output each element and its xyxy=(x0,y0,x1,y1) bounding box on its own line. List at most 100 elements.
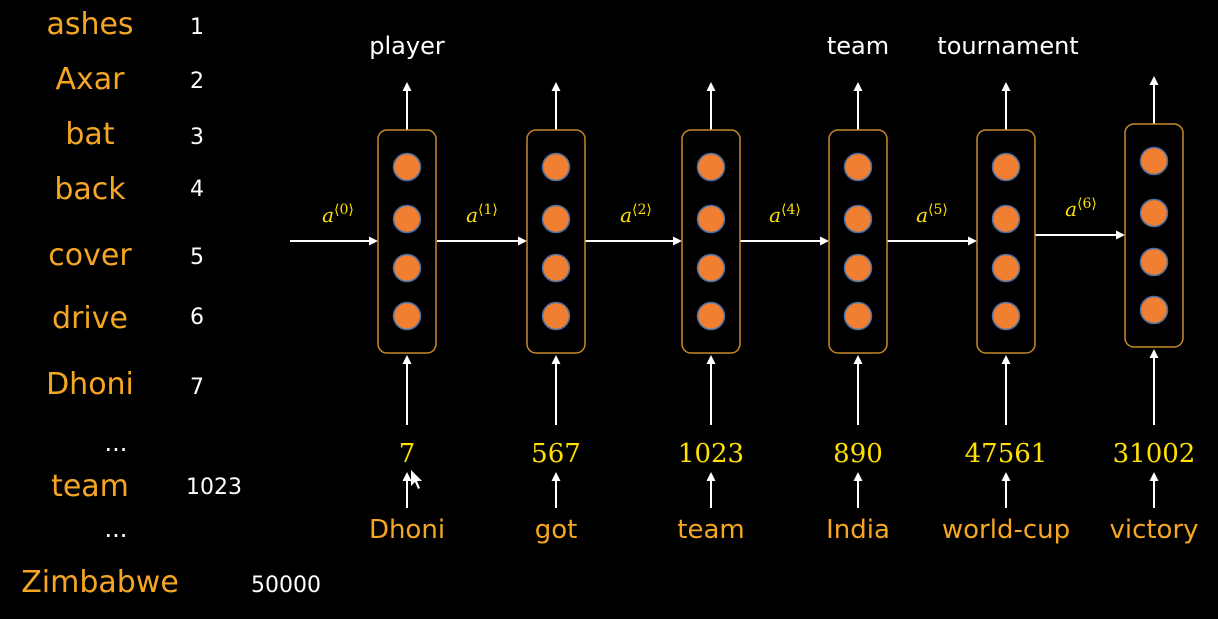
activation-arrow-4 xyxy=(740,236,829,246)
word-to-id-arrow-3 xyxy=(706,472,716,508)
rnn-cell-1 xyxy=(377,129,437,354)
vocab-word-cover: cover xyxy=(48,238,132,273)
token-id-47561: 47561 xyxy=(965,439,1048,469)
activation-arrow-1 xyxy=(437,236,527,246)
cell-box xyxy=(377,129,437,354)
cell-box xyxy=(526,129,586,354)
output-label-tournament: tournament xyxy=(937,32,1078,60)
neuron-1 xyxy=(843,152,873,182)
activation-label-6: a⟨6⟩ xyxy=(1065,196,1097,221)
vocab-word-zimbabwe: Zimbabwe xyxy=(21,565,179,600)
output-arrow-3 xyxy=(706,82,716,130)
vocab-word-bat: bat xyxy=(65,117,114,152)
vocab-ellipsis: ... xyxy=(105,515,128,543)
vocab-index-1: 1 xyxy=(190,15,204,40)
neuron-2 xyxy=(1139,198,1169,228)
neuron-3 xyxy=(696,253,726,283)
input-arrow-2 xyxy=(551,355,561,425)
rnn-cells xyxy=(377,123,1184,354)
neuron-3 xyxy=(843,253,873,283)
vocab-index-7: 7 xyxy=(190,375,204,400)
cell-box xyxy=(1124,123,1184,348)
neuron-4 xyxy=(1139,295,1169,325)
vocab-index-4: 4 xyxy=(190,177,204,202)
activation-arrow-5 xyxy=(887,236,977,246)
output-label-team: team xyxy=(827,32,889,60)
vocab-index-2: 2 xyxy=(190,69,204,94)
vocab-word-axar: Axar xyxy=(56,62,126,97)
labels: player 7 Dhoni 567 got 1023 team team 890 India to… xyxy=(322,32,1198,545)
input-word-world-cup: world-cup xyxy=(942,515,1070,545)
activation-label-4: a⟨4⟩ xyxy=(769,202,801,227)
rnn-cell-2 xyxy=(526,129,586,354)
input-arrow-3 xyxy=(706,355,716,425)
input-word-victory: victory xyxy=(1109,515,1198,545)
neuron-1 xyxy=(541,152,571,182)
neuron-2 xyxy=(541,204,571,234)
neuron-1 xyxy=(991,152,1021,182)
neuron-1 xyxy=(696,152,726,182)
neuron-2 xyxy=(991,204,1021,234)
arrows xyxy=(290,76,1159,508)
input-arrow-4 xyxy=(853,355,863,425)
rnn-cell-3 xyxy=(681,129,741,354)
neuron-4 xyxy=(991,301,1021,331)
rnn-cell-5 xyxy=(976,129,1036,354)
input-arrow-6 xyxy=(1149,349,1159,425)
vocab-ellipsis: ... xyxy=(105,429,128,457)
neuron-2 xyxy=(696,204,726,234)
cell-box xyxy=(976,129,1036,354)
vocab-index-5: 5 xyxy=(190,245,204,270)
vocabulary-list: ashes 1 Axar 2 bat 3 back 4 cover 5 drive 6 Dhoni 7..… xyxy=(21,7,321,600)
input-word-Dhoni: Dhoni xyxy=(369,515,445,545)
neuron-2 xyxy=(392,204,422,234)
output-arrow-6 xyxy=(1149,76,1159,124)
input-word-got: got xyxy=(535,515,578,545)
word-to-id-arrow-5 xyxy=(1001,472,1011,508)
neuron-1 xyxy=(392,152,422,182)
output-arrow-5 xyxy=(1001,82,1011,130)
vocab-word-ashes: ashes xyxy=(46,7,133,42)
neuron-3 xyxy=(541,253,571,283)
word-to-id-arrow-1 xyxy=(402,472,412,508)
token-id-1023: 1023 xyxy=(678,439,744,469)
neuron-3 xyxy=(991,253,1021,283)
output-arrow-1 xyxy=(402,82,412,130)
input-arrow-1 xyxy=(402,355,412,425)
token-id-31002: 31002 xyxy=(1113,439,1196,469)
activation-label-5: a⟨5⟩ xyxy=(916,202,948,227)
neuron-4 xyxy=(392,301,422,331)
output-label-player: player xyxy=(369,32,445,60)
vocab-index-3: 3 xyxy=(190,125,204,150)
vocab-index-6: 6 xyxy=(190,305,204,330)
vocab-word-drive: drive xyxy=(52,301,128,336)
neuron-3 xyxy=(392,253,422,283)
token-id-567: 567 xyxy=(531,439,581,469)
neuron-4 xyxy=(541,301,571,331)
activation-arrow-2 xyxy=(585,236,682,246)
activation-label-0: a⟨0⟩ xyxy=(322,202,354,227)
input-arrow-5 xyxy=(1001,355,1011,425)
vocab-index-50000: 50000 xyxy=(251,573,321,598)
token-id-7: 7 xyxy=(399,439,416,469)
activation-label-2: a⟨2⟩ xyxy=(620,202,652,227)
word-to-id-arrow-6 xyxy=(1149,472,1159,508)
cell-box xyxy=(828,129,888,354)
neuron-4 xyxy=(696,301,726,331)
activation-label-1: a⟨1⟩ xyxy=(466,202,498,227)
mouse-cursor-icon xyxy=(411,470,422,489)
neuron-1 xyxy=(1139,146,1169,176)
rnn-cell-4 xyxy=(828,129,888,354)
neuron-4 xyxy=(843,301,873,331)
activation-arrow-6 xyxy=(1035,230,1125,240)
vocab-word-back: back xyxy=(54,172,126,207)
token-id-890: 890 xyxy=(833,439,883,469)
neuron-3 xyxy=(1139,247,1169,277)
input-word-India: India xyxy=(826,515,890,545)
cell-box xyxy=(681,129,741,354)
neuron-2 xyxy=(843,204,873,234)
activation-arrow-0 xyxy=(290,236,378,246)
vocab-index-1023: 1023 xyxy=(186,475,242,500)
output-arrow-2 xyxy=(551,82,561,130)
